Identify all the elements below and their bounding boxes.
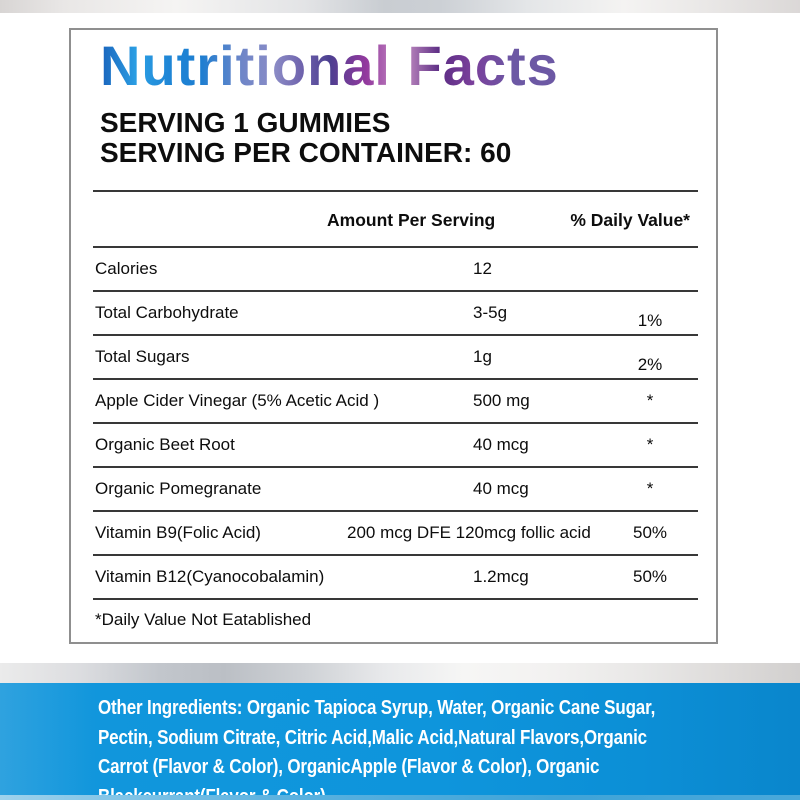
ingredients-band: Other Ingredients: Organic Tapioca Syrup…	[0, 683, 800, 800]
table-row-organic-beet-root: Organic Beet Root 40 mcg *	[93, 424, 698, 468]
table-header-row: Amount Per Serving % Daily Value*	[93, 192, 698, 248]
servings-per-container-line: SERVING PER CONTAINER: 60	[100, 137, 512, 168]
row-amount: 12	[473, 259, 492, 278]
table-row-total-sugars: Total Sugars 1g 2%	[93, 336, 698, 380]
table-row-total-carbohydrate: Total Carbohydrate 3-5g 1%	[93, 292, 698, 336]
ingredients-line: Other Ingredients: Organic Tapioca Syrup…	[98, 697, 656, 719]
row-daily-value: *	[646, 391, 654, 410]
ingredients-line: Pectin, Sodium Citrate, Citric Acid,Mali…	[98, 726, 647, 749]
table-row-organic-pomegranate: Organic Pomegranate 40 mcg *	[93, 468, 698, 512]
metallic-divider-strip	[0, 663, 800, 683]
row-daily-value: 50%	[632, 523, 668, 542]
row-label: Total Carbohydrate	[95, 303, 239, 322]
row-label: Apple Cider Vinegar (5% Acetic Acid )	[95, 391, 380, 410]
nutrition-facts-panel: Nutritional Facts SERVING 1 GUMMIES SERV…	[69, 28, 718, 644]
row-daily-value: 2%	[637, 355, 663, 374]
band-bottom-highlight	[0, 795, 800, 800]
row-daily-value: *	[646, 435, 654, 454]
row-label: Vitamin B12(Cyanocobalamin)	[95, 567, 325, 586]
table-row-vitamin-b9: Vitamin B9(Folic Acid) 200 mcg DFE 120mc…	[93, 512, 698, 556]
facts-table: Amount Per Serving % Daily Value* Calori…	[93, 190, 698, 640]
row-daily-value: 1%	[637, 311, 663, 330]
row-daily-value: *	[646, 479, 654, 498]
daily-value-header: % Daily Value*	[570, 210, 690, 230]
row-amount: 40 mcg	[473, 435, 529, 454]
table-row-vitamin-b12: Vitamin B12(Cyanocobalamin) 1.2mcg 50%	[93, 556, 698, 600]
row-daily-value: 50%	[632, 567, 668, 586]
row-label: Vitamin B9(Folic Acid)	[95, 523, 261, 542]
table-row-apple-cider-vinegar: Apple Cider Vinegar (5% Acetic Acid ) 50…	[93, 380, 698, 424]
row-amount: 1.2mcg	[473, 567, 529, 586]
amount-per-serving-header: Amount Per Serving	[327, 210, 496, 230]
row-amount: 200 mcg DFE 120mcg follic acid	[347, 523, 591, 542]
footnote-row: *Daily Value Not Eatablished	[93, 600, 698, 640]
row-label: Organic Beet Root	[95, 435, 235, 454]
row-amount: 1g	[473, 347, 492, 366]
table-row-calories: Calories 12	[93, 248, 698, 292]
row-amount: 40 mcg	[473, 479, 529, 498]
other-ingredients-text: Other Ingredients: Organic Tapioca Syrup…	[98, 694, 753, 800]
ingredients-line: Carrot (Flavor & Color), OrganicApple (F…	[98, 756, 600, 778]
daily-value-footnote: *Daily Value Not Eatablished	[95, 610, 312, 629]
metallic-top-strip	[0, 0, 800, 13]
serving-size-line: SERVING 1 GUMMIES	[100, 107, 391, 138]
row-label: Calories	[95, 259, 158, 278]
serving-info: SERVING 1 GUMMIES SERVING PER CONTAINER:…	[100, 108, 511, 168]
row-amount: 3-5g	[473, 303, 508, 322]
row-amount: 500 mg	[473, 391, 530, 410]
row-label: Total Sugars	[95, 347, 190, 366]
label-title: Nutritional Facts	[100, 34, 559, 97]
row-label: Organic Pomegranate	[95, 479, 262, 498]
